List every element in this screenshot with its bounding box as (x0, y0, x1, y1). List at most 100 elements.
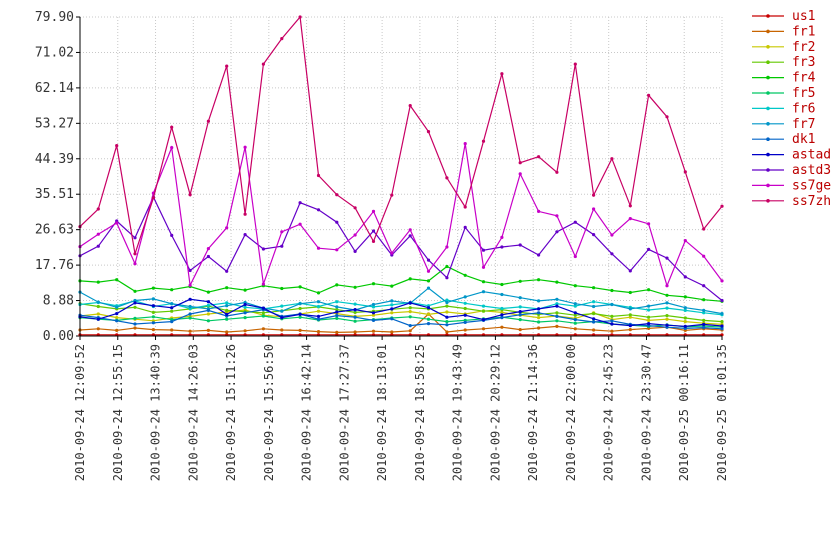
data-point-astad (500, 313, 504, 317)
data-point-dk1 (371, 318, 376, 322)
data-point-fr7 (720, 312, 724, 316)
data-point-fr5 (353, 319, 357, 323)
x-tick-label: 2010-09-24 16:42:14 (300, 344, 314, 481)
data-point-fr1 (133, 326, 137, 330)
data-point-astad (592, 317, 596, 321)
data-point-astad (481, 318, 486, 322)
data-point-astad (665, 323, 669, 327)
legend-marker (766, 75, 770, 80)
data-point-dk1 (243, 311, 247, 315)
data-point-fr4 (555, 280, 559, 284)
data-point-ss7ge (500, 235, 504, 239)
data-point-astd3 (188, 268, 192, 273)
data-point-fr5 (133, 316, 137, 320)
data-point-dk1 (390, 317, 394, 321)
data-point-dk1 (133, 322, 137, 326)
data-point-fr1 (151, 328, 155, 332)
data-point-dk1 (151, 321, 155, 325)
data-point-fr1 (115, 328, 119, 332)
data-point-fr1 (298, 328, 302, 332)
data-point-fr7 (170, 302, 174, 306)
axes (79, 17, 722, 337)
data-point-fr4 (243, 288, 247, 292)
data-point-fr6 (555, 302, 559, 306)
data-point-dk1 (426, 322, 431, 326)
data-point-fr3 (408, 306, 412, 310)
data-point-ss7ge (188, 283, 192, 287)
data-point-ss7zh (592, 193, 596, 197)
x-tick-label: 2010-09-24 13:40:39 (149, 344, 163, 481)
legend-marker (766, 122, 770, 126)
data-point-fr7 (335, 305, 339, 309)
data-point-astd3 (518, 243, 522, 247)
data-point-fr7 (188, 304, 192, 309)
data-point-ss7zh (426, 130, 431, 134)
data-point-fr6 (481, 304, 486, 308)
data-point-ss7ge (371, 209, 376, 213)
data-point-fr5 (426, 317, 431, 321)
data-point-fr5 (298, 315, 302, 319)
data-point-astad (261, 306, 265, 310)
data-point-fr1 (390, 330, 394, 334)
data-point-fr6 (280, 304, 284, 308)
data-point-fr4 (500, 282, 504, 287)
legend-item-ss7ge: ss7ge (752, 178, 831, 193)
data-point-ss7ge (316, 246, 321, 250)
data-point-astd3 (628, 269, 632, 273)
data-point-ss7ge (537, 209, 541, 213)
series-line-fr4 (79, 265, 723, 302)
legend-item-astd3: astd3 (752, 163, 831, 178)
x-tick-label: 2010-09-24 12:09:52 (73, 344, 87, 481)
data-point-fr1 (537, 326, 541, 330)
data-point-fr4 (225, 286, 229, 290)
data-point-ss7ge (243, 145, 247, 149)
data-point-fr2 (371, 313, 376, 317)
data-point-astd3 (481, 248, 486, 252)
series-astad (78, 297, 724, 328)
series-line-fr3 (79, 303, 723, 323)
data-point-fr1 (628, 328, 632, 332)
data-point-fr3 (335, 308, 339, 312)
data-point-ss7zh (408, 104, 412, 108)
data-point-fr3 (683, 316, 687, 320)
data-point-fr3 (463, 306, 467, 311)
y-tick-label: 8.88 (43, 294, 74, 309)
data-point-fr4 (371, 282, 376, 286)
data-point-ss7ge (573, 254, 577, 259)
data-point-astd3 (133, 236, 137, 240)
data-point-dk1 (170, 320, 174, 324)
y-tick-labels: 0.00 8.88 17.76 26.63 35.51 44.39 53.27 62.14 71… (35, 10, 74, 344)
data-point-fr4 (702, 298, 706, 302)
data-point-ss7zh (243, 212, 247, 216)
data-point-ss7zh (280, 37, 284, 41)
data-point-dk1 (335, 314, 339, 318)
data-point-ss7zh (316, 173, 321, 178)
data-point-dk1 (206, 308, 210, 312)
data-point-ss7zh (537, 155, 541, 159)
data-point-ss7ge (408, 228, 412, 232)
data-point-ss7zh (720, 204, 724, 208)
legend-marker (766, 14, 770, 18)
data-point-ss7zh (188, 193, 192, 197)
data-point-ss7ge (647, 222, 651, 226)
legend-marker (766, 91, 770, 95)
legend-marker (766, 152, 770, 157)
data-point-ss7ge (518, 172, 522, 176)
data-point-fr7 (573, 302, 577, 306)
data-point-fr1 (573, 327, 577, 331)
data-point-fr2 (647, 318, 651, 322)
x-tick-label: 2010-09-24 19:43:49 (451, 344, 465, 481)
data-point-fr5 (225, 317, 229, 321)
data-point-dk1 (702, 326, 706, 330)
legend-label: ss7ge (792, 178, 831, 193)
data-point-ss7ge (115, 221, 119, 225)
x-tick-label: 2010-09-24 14:26:03 (186, 344, 200, 481)
legend-item-fr3: fr3 (752, 55, 815, 70)
data-point-ss7zh (133, 252, 137, 256)
data-point-fr7 (133, 298, 137, 303)
data-point-fr4 (426, 279, 431, 283)
data-point-fr7 (628, 307, 632, 311)
legend-label: astad (792, 148, 831, 163)
data-point-astad (610, 322, 614, 326)
data-point-fr6 (592, 300, 596, 304)
